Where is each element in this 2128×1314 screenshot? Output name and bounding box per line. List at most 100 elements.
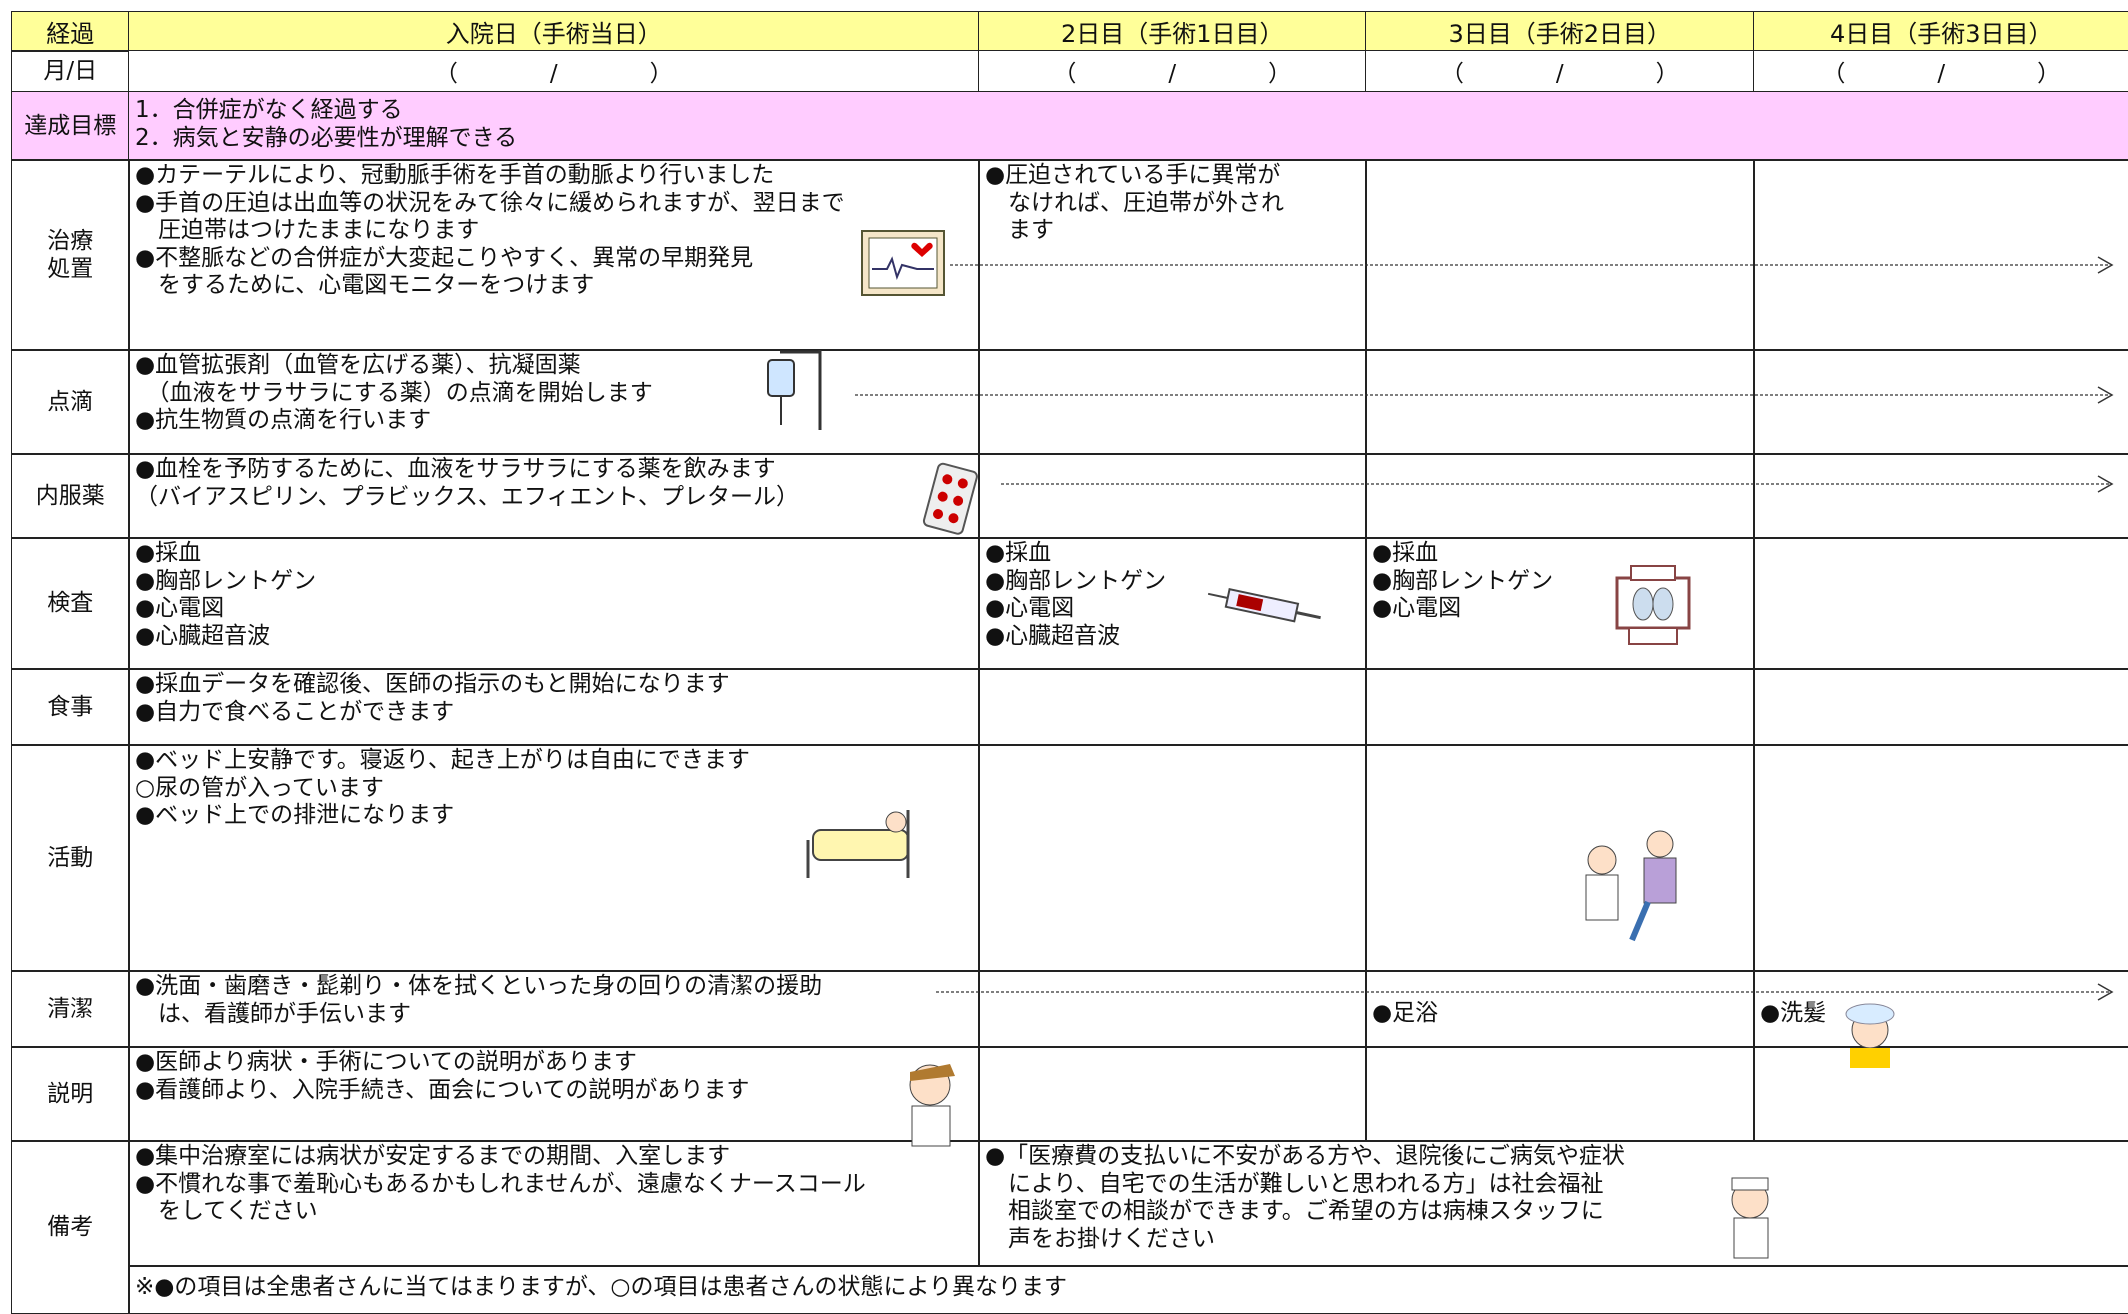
cell-text: ●胸部レントゲン	[135, 567, 317, 594]
header-text: 経過	[46, 19, 95, 48]
doctor-icon	[909, 1064, 955, 1147]
cell-text: （血液をサラサラにする薬）の点滴を開始します	[135, 379, 653, 406]
cell-text: 相談室での相談ができます。ご希望の方は病棟スタッフに	[985, 1198, 1604, 1224]
cell-text: ●心電図	[985, 595, 1075, 621]
body-cell	[1365, 1046, 1755, 1142]
date-cell: （ / ）	[978, 50, 1367, 93]
row-label: 備考	[11, 1140, 130, 1314]
label-text: 治療	[47, 227, 94, 254]
body-cell	[978, 453, 1367, 539]
cell-text: 圧迫帯はつけたままになります	[135, 217, 480, 243]
body-cell: ●採血 ●胸部レントゲン ●心電図 ●心臓超音波	[978, 537, 1367, 670]
arrow-head	[2097, 386, 2114, 404]
label-text: 点滴	[47, 388, 94, 415]
monitor-icon	[861, 230, 945, 296]
xray-icon	[1615, 565, 1691, 645]
date-text: （ / ）	[1440, 61, 1679, 88]
label-text: 検査	[47, 590, 94, 617]
cell-text: ●自力で食べることができます	[135, 698, 455, 725]
cell-text: ●抗生物質の点滴を行います	[135, 407, 432, 433]
body-cell	[1753, 744, 2128, 972]
row-label: 清潔	[11, 970, 130, 1048]
header-text: 2日目（手術1日目）	[1060, 19, 1284, 48]
body-cell	[1753, 668, 2128, 746]
goal-item: 2．病気と安静の必要性が理解できる	[135, 124, 518, 151]
row-label: 説明	[11, 1046, 130, 1142]
row-label: 達成目標	[11, 91, 130, 161]
body-cell	[1365, 349, 1755, 455]
body-cell	[1753, 349, 2128, 455]
body-cell: ●医師より病状・手術についての説明があります ●看護師より、入院手続き、面会につい…	[128, 1046, 980, 1142]
iv-icon	[767, 350, 822, 430]
body-cell: ●採血 ●胸部レントゲン ●心電図 ●心臓超音波	[128, 537, 980, 670]
cell-text: ●胸部レントゲン	[985, 567, 1167, 594]
body-cell: ●集中治療室には病状が安定するまでの期間、入室します ●不慣れな事で羞恥心もあるか…	[128, 1140, 980, 1267]
header-cell: 2日目（手術1日目）	[978, 11, 1367, 52]
cell-text: ●圧迫されている手に異常が	[985, 162, 1281, 188]
cell-text: ●不慣れな事で羞恥心もあるかもしれませんが、遠慮なくナースコール	[135, 1170, 866, 1197]
date-text: （ / ）	[1822, 61, 2061, 88]
body-cell	[978, 668, 1367, 746]
body-cell	[1365, 453, 1755, 539]
body-cell: ●採血データを確認後、医師の指示のもと開始になります ●自力で食べることができます	[128, 668, 980, 746]
header-text: 4日目（手術3日目）	[1829, 19, 2053, 48]
body-cell	[978, 1046, 1367, 1142]
row-label: 食事	[11, 668, 130, 746]
label-text: 活動	[47, 844, 94, 871]
cell-text: ●採血	[1372, 540, 1439, 566]
row-label: 活動	[11, 744, 130, 972]
label-text: 月/日	[43, 58, 98, 85]
pill-icon	[922, 462, 978, 535]
cell-text: ●不整脈などの合併症が大変起こりやすく、異常の早期発見	[135, 244, 754, 271]
label-text: 内服薬	[35, 482, 105, 509]
cell-text: は、看護師が手伝います	[135, 1000, 411, 1027]
cell-text: ●心電図	[1372, 595, 1462, 621]
date-cell: （ / ）	[1365, 50, 1755, 93]
body-cell	[1753, 1046, 2128, 1142]
cell-text: ●ベッド上での排泄になります	[135, 802, 455, 828]
cell-text: ○尿の管が入っています	[135, 774, 384, 801]
body-cell	[978, 744, 1367, 972]
body-cell: ●洗面・歯磨き・髭剃り・体を拭くといった身の回りの清潔の援助 は、看護師が手伝い…	[128, 970, 980, 1048]
date-cell: （ / ）	[1753, 50, 2128, 93]
label-text: 清潔	[47, 995, 94, 1022]
pharmacist-icon	[1731, 1177, 1769, 1259]
label-text: 備考	[47, 1213, 94, 1240]
cell-text: をしてください	[135, 1198, 318, 1224]
body-cell: ●「医療費の支払いに不安がある方や、退院後にご病気や症状 により、自宅での生活が…	[978, 1140, 2128, 1267]
cell-text: なければ、圧迫帯が外され	[985, 189, 1284, 216]
label-text: 処置	[47, 255, 94, 282]
body-cell: ●ベッド上安静です。寝返り、起き上がりは自由にできます ○尿の管が入っています ●ベ…	[128, 744, 980, 972]
cell-text: ●「医療費の支払いに不安がある方や、退院後にご病気や症状	[985, 1143, 1625, 1169]
label-text: 食事	[47, 693, 94, 720]
footnote-text: ※●の項目は全患者さんに当てはまりますが、○の項目は患者さんの状態により異なりま…	[135, 1274, 1068, 1300]
cell-text: ●血栓を予防するために、血液をサラサラにする薬を飲みます	[135, 456, 776, 482]
body-cell: ●血管拡張剤（血管を広げる薬）、抗凝固薬 （血液をサラサラにする薬）の点滴を開始…	[128, 349, 980, 455]
header-cell: 3日目（手術2日目）	[1365, 11, 1755, 52]
cell-text: をするために、心電図モニターをつけます	[135, 272, 595, 298]
cell-text: により、自宅での生活が難しいと思われる方」は社会福祉	[985, 1170, 1604, 1197]
date-text: （ / ）	[1053, 61, 1292, 88]
body-cell	[978, 349, 1367, 455]
cell-text: ●採血	[135, 540, 202, 566]
cell-text: ●手首の圧迫は出血等の状況をみて徐々に緩められますが、翌日まで	[135, 189, 845, 216]
body-cell: ●採血 ●胸部レントゲン ●心電図	[1365, 537, 1755, 670]
body-cell	[1365, 668, 1755, 746]
goal-item: 1．合併症がなく経過する	[135, 97, 403, 123]
cell-text: ●足浴	[1372, 1000, 1439, 1026]
cell-text: ●血管拡張剤（血管を広げる薬）、抗凝固薬	[135, 352, 581, 378]
cell-text: ●心臓超音波	[135, 622, 271, 649]
cell-text: ●洗面・歯磨き・髭剃り・体を拭くといった身の回りの清潔の援助	[135, 973, 823, 999]
goal-cell: 1．合併症がなく経過する 2．病気と安静の必要性が理解できる	[128, 91, 2128, 161]
body-cell: ●洗髪	[1753, 970, 2128, 1048]
cell-text: ●心電図	[135, 595, 225, 621]
row-label: 点滴	[11, 349, 130, 455]
shampoo-icon	[1845, 1003, 1895, 1068]
body-cell	[1365, 159, 1755, 351]
arrow-head	[2097, 983, 2114, 1001]
cell-text: ●医師より病状・手術についての説明があります	[135, 1049, 637, 1075]
body-cell	[1753, 159, 2128, 351]
arrow-head	[2097, 475, 2114, 493]
